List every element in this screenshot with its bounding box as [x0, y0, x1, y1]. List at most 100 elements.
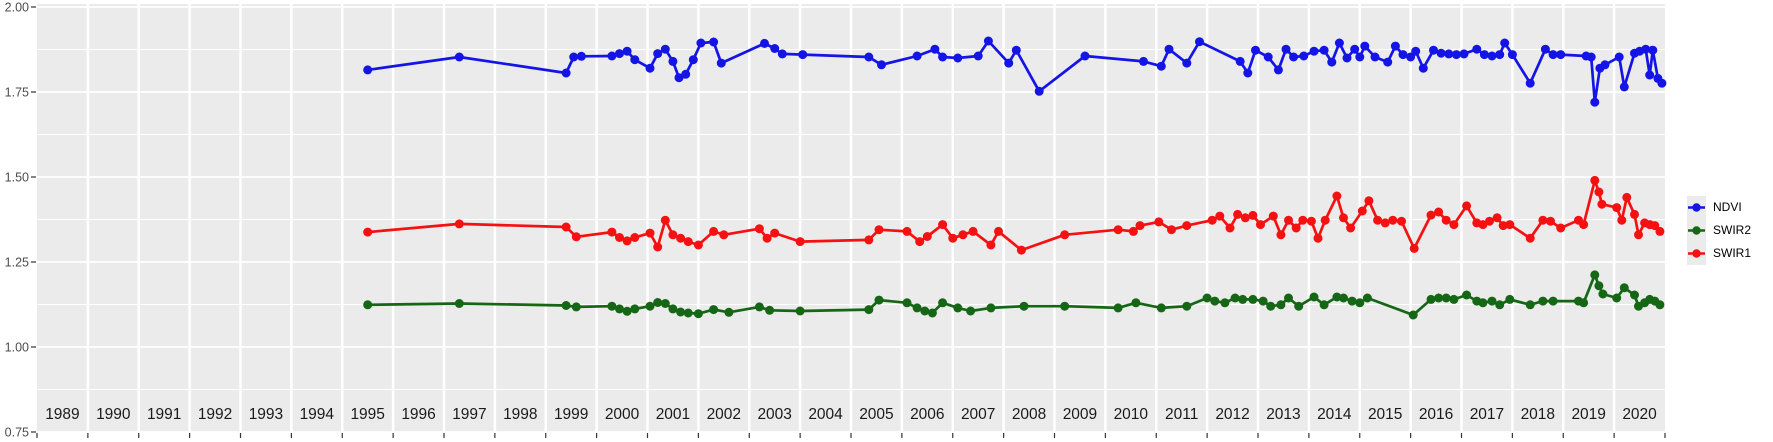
data-point — [454, 52, 464, 62]
y-axis-tick-label: 1.75 — [5, 85, 29, 99]
x-axis-year-label: 2005 — [859, 406, 893, 423]
data-point — [660, 299, 670, 308]
year-panel — [547, 4, 596, 432]
line-point-icon — [1688, 203, 1705, 212]
year-panel — [190, 4, 240, 432]
data-point — [1195, 37, 1204, 47]
data-point — [1462, 201, 1472, 211]
data-point — [1360, 41, 1370, 51]
data-point — [607, 51, 617, 61]
year-panel — [1106, 4, 1155, 432]
year-panel — [394, 4, 443, 432]
data-point — [1355, 52, 1365, 62]
data-point — [1309, 292, 1319, 302]
data-point — [1220, 298, 1230, 308]
x-axis-year-label: 2000 — [605, 406, 640, 423]
data-point — [1444, 49, 1454, 59]
x-axis-year-label: 2017 — [1470, 406, 1504, 423]
data-point — [1268, 211, 1278, 221]
data-point — [795, 237, 805, 247]
data-point — [645, 63, 655, 73]
data-point — [1409, 243, 1419, 253]
data-point — [1622, 192, 1632, 202]
series-swir2 — [363, 270, 1665, 320]
data-point — [1655, 300, 1665, 310]
data-point — [864, 305, 874, 315]
x-axis-year-label: 2020 — [1622, 406, 1657, 423]
y-axis-tick-label: 2.00 — [5, 0, 29, 14]
x-axis-year-labels: 1989 1990 1991 1992 1993 1994 1995 1996 1997 1998… — [45, 406, 1657, 423]
x-axis-ticks — [36, 433, 1666, 438]
data-point — [1346, 223, 1356, 233]
year-panel — [597, 4, 647, 432]
data-point — [1011, 45, 1021, 55]
data-point — [1238, 294, 1248, 304]
data-point — [1243, 68, 1253, 78]
data-point — [571, 302, 581, 312]
data-point — [615, 49, 624, 59]
data-point — [1128, 226, 1138, 236]
year-panel — [496, 4, 545, 432]
x-axis-year-label: 2008 — [1012, 406, 1046, 423]
data-point — [912, 51, 922, 61]
x-axis-year-label: 2003 — [757, 406, 791, 423]
x-axis-year-label: 2016 — [1419, 406, 1453, 423]
data-point — [930, 44, 940, 54]
data-point — [1364, 196, 1374, 206]
data-point — [1630, 209, 1639, 219]
data-point — [1156, 303, 1166, 313]
data-point — [948, 233, 958, 243]
data-point — [1060, 301, 1070, 311]
data-point — [983, 36, 993, 46]
data-point — [622, 236, 632, 246]
y-axis-tick-label: 0.75 — [5, 425, 29, 439]
data-point — [1357, 206, 1367, 216]
data-point — [1167, 225, 1176, 235]
data-point — [1612, 293, 1622, 303]
x-axis-year-label: 2001 — [656, 406, 690, 423]
data-point — [1586, 52, 1596, 62]
data-point — [1362, 293, 1372, 303]
data-point — [1418, 63, 1428, 73]
data-point — [561, 222, 571, 232]
data-point — [953, 53, 963, 63]
data-point — [615, 233, 624, 242]
data-point — [1207, 215, 1217, 225]
data-point — [569, 52, 579, 62]
year-panel — [954, 4, 1003, 432]
data-point — [1485, 216, 1494, 226]
x-axis-year-label: 2006 — [910, 406, 944, 423]
legend-label: SWIR2 — [1713, 223, 1752, 237]
data-point — [754, 224, 764, 234]
data-point — [1004, 58, 1014, 68]
y-axis-tick-label: 1.25 — [5, 255, 29, 269]
data-point — [683, 237, 693, 247]
data-point — [653, 298, 663, 307]
year-panel — [292, 4, 341, 432]
data-point — [1645, 70, 1655, 80]
data-point — [1655, 226, 1665, 236]
data-point — [1258, 296, 1268, 306]
x-axis-year-label: 2013 — [1266, 406, 1300, 423]
data-point — [696, 38, 706, 48]
data-point — [645, 228, 655, 238]
x-axis-year-label: 2019 — [1571, 406, 1605, 423]
data-point — [1619, 283, 1629, 293]
data-point — [864, 52, 874, 62]
data-point — [1538, 296, 1548, 306]
data-point — [1215, 211, 1225, 221]
x-axis-year-label: 1992 — [198, 406, 232, 423]
data-point — [363, 300, 373, 310]
data-point — [1556, 223, 1566, 233]
data-point — [716, 58, 726, 68]
legend-key-box — [1687, 196, 1706, 219]
year-panel — [1310, 4, 1359, 432]
data-point — [693, 309, 703, 319]
year-panel — [801, 4, 850, 432]
y-axis-tick-label: 1.50 — [5, 170, 29, 184]
series-swir1 — [363, 175, 1665, 255]
data-point — [1426, 210, 1436, 220]
x-axis-year-label: 1990 — [96, 406, 131, 423]
data-point — [1233, 209, 1243, 219]
data-point — [874, 225, 884, 235]
